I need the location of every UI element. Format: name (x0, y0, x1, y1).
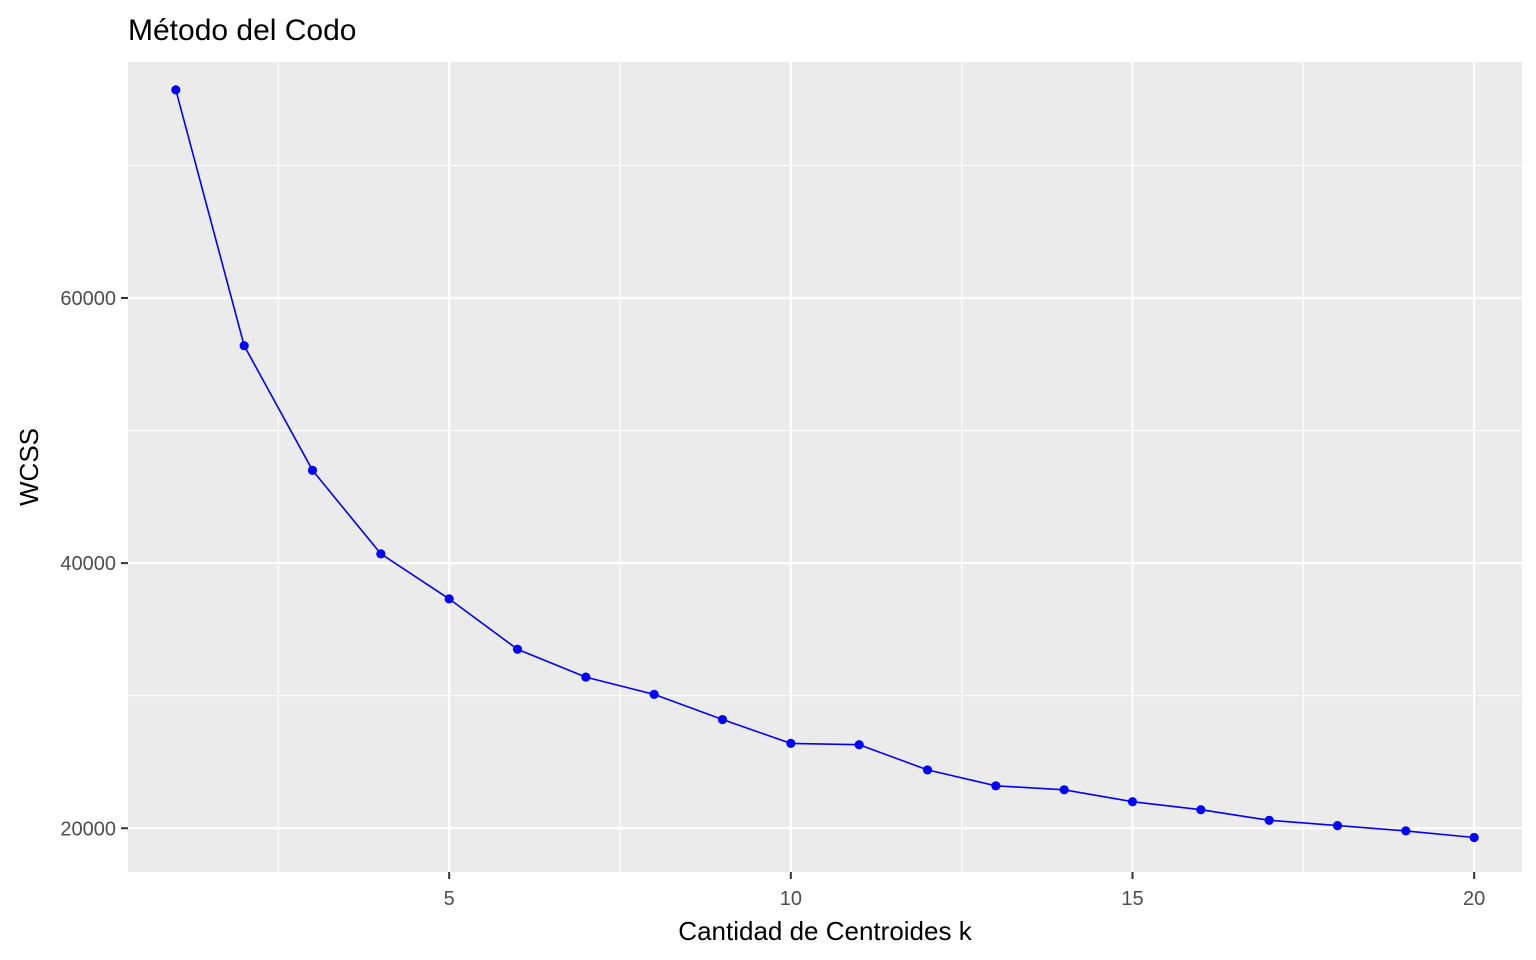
data-point (1469, 832, 1479, 843)
x-axis-title: Cantidad de Centroides k (678, 916, 972, 946)
plot-panel (128, 62, 1522, 872)
y-tick-label: 40000 (60, 553, 116, 575)
axes: 5 10 15 20 20000 40000 60000 (60, 288, 1485, 910)
y-tick-label: 60000 (60, 288, 116, 310)
data-point (512, 644, 523, 654)
data-point (649, 689, 659, 699)
data-point (786, 738, 796, 749)
x-tick-label: 15 (1121, 888, 1143, 910)
x-tick-label: 20 (1463, 888, 1485, 910)
series-line (175, 89, 1475, 839)
data-point (307, 465, 318, 475)
data-point (922, 765, 933, 775)
data-point (717, 714, 728, 725)
data-point (1196, 805, 1206, 815)
data-point (376, 549, 386, 559)
series-line-layer (175, 89, 1475, 839)
x-tick-label: 5 (444, 888, 455, 910)
y-tick-label: 20000 (60, 818, 116, 840)
data-point (239, 341, 249, 351)
data-point (581, 672, 591, 682)
chart-title: Método del Codo (128, 14, 357, 47)
data-points (171, 85, 1479, 843)
y-axis-title: WCSS (14, 428, 44, 506)
data-point (1059, 785, 1069, 795)
data-point (1401, 826, 1411, 836)
x-tick-label: 10 (780, 888, 802, 910)
data-point (171, 85, 181, 95)
data-point (1264, 815, 1274, 825)
grid-lines (128, 62, 1522, 872)
data-point (1127, 797, 1138, 807)
data-point (1332, 821, 1343, 831)
data-point (854, 740, 864, 750)
data-point (991, 781, 1001, 791)
data-point (444, 594, 454, 604)
